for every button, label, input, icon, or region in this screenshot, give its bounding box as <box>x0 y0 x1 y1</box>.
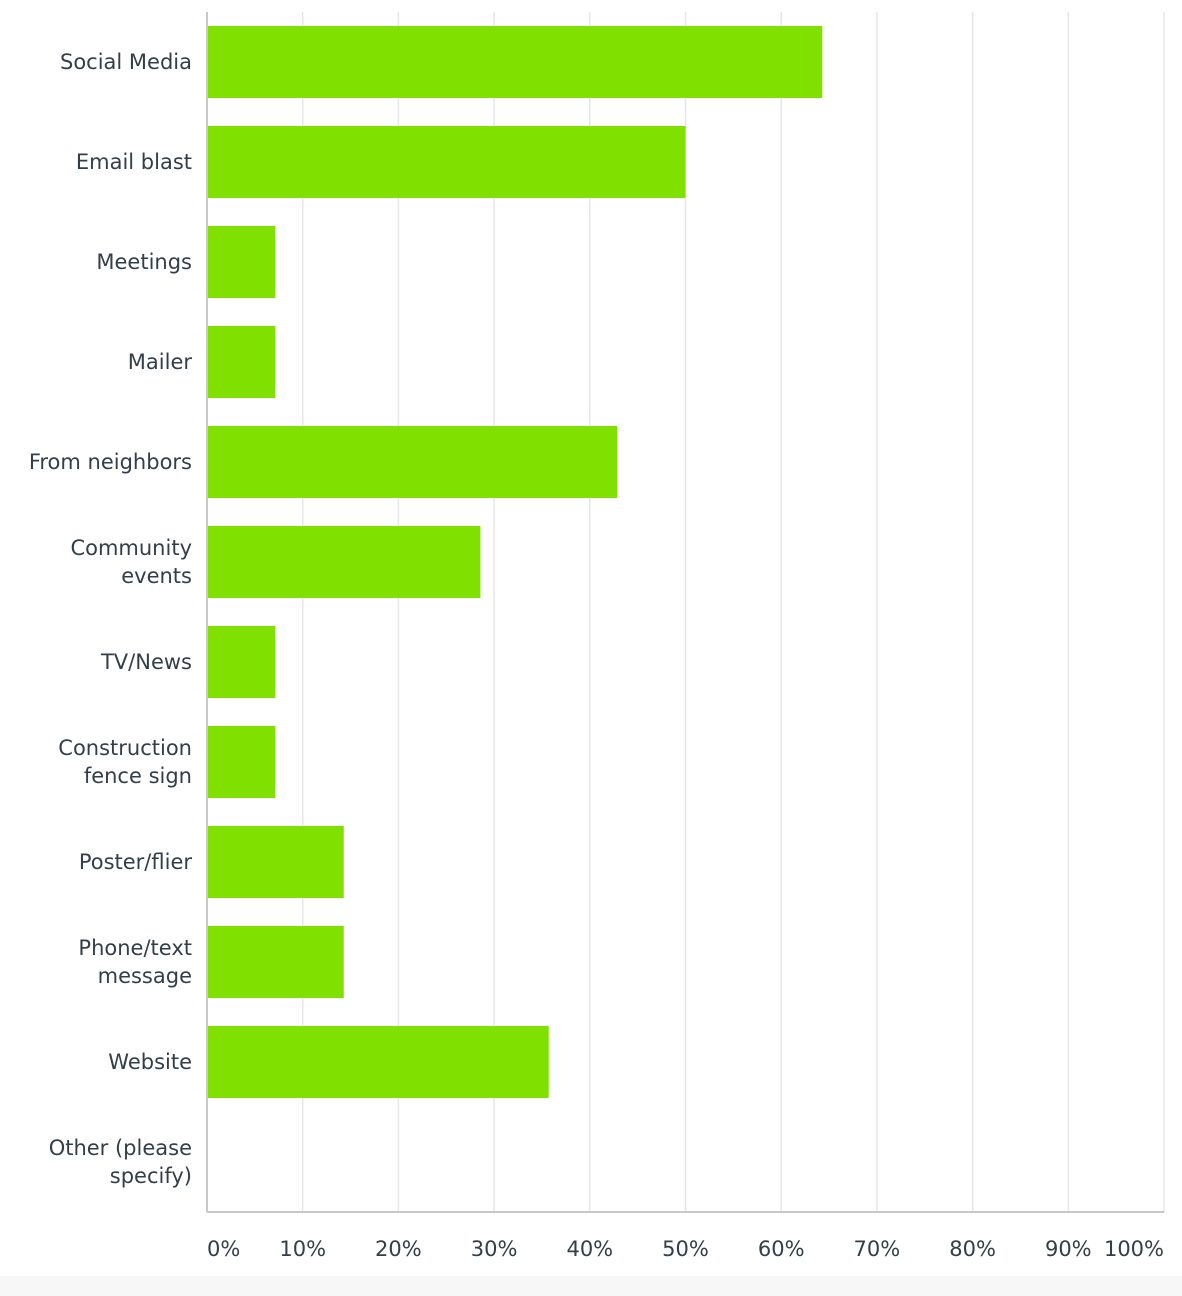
x-tick-label-10: 10% <box>279 1237 326 1261</box>
bar-3 <box>207 326 276 398</box>
category-label-0: Social Media <box>60 50 192 74</box>
category-label-9: Phone/text message <box>78 936 192 988</box>
bar-1 <box>207 126 686 198</box>
category-label-line: Community <box>70 536 192 560</box>
category-label-3: Mailer <box>128 350 193 374</box>
bar-7 <box>207 726 276 798</box>
category-label-6: TV/News <box>100 650 192 674</box>
category-label-line: Construction <box>58 736 192 760</box>
x-tick-labels: 0% 10% 20% 30% 40% 50% 60% 70% 80% 90% 100% <box>207 1237 1164 1261</box>
category-label-line: From neighbors <box>29 450 192 474</box>
category-label-11: Other (please specify) <box>49 1136 192 1188</box>
category-label-2: Meetings <box>96 250 192 274</box>
category-label-line: Meetings <box>96 250 192 274</box>
category-label-4: From neighbors <box>29 450 192 474</box>
category-labels: Social Media Email blast Meetings Mailer Fro… <box>29 50 193 1188</box>
bars <box>207 26 823 1098</box>
category-label-line: message <box>98 964 192 988</box>
category-label-line: Mailer <box>128 350 193 374</box>
category-label-line: fence sign <box>84 764 192 788</box>
grid-lines <box>301 12 1165 1212</box>
category-label-1: Email blast <box>76 150 192 174</box>
category-label-line: Social Media <box>60 50 192 74</box>
category-label-5: Community events <box>70 536 192 588</box>
category-label-line: Other (please <box>49 1136 192 1160</box>
x-tick-label-70: 70% <box>854 1237 901 1261</box>
bar-10 <box>207 1026 549 1098</box>
footer-strip <box>0 1276 1182 1296</box>
x-tick-label-100: 100% <box>1104 1237 1164 1261</box>
category-label-7: Construction fence sign <box>58 736 192 788</box>
bar-2 <box>207 226 276 298</box>
bar-5 <box>207 526 481 598</box>
category-label-line: Website <box>108 1050 192 1074</box>
axes <box>206 12 1164 1213</box>
category-label-line: events <box>121 564 192 588</box>
bar-4 <box>207 426 618 498</box>
category-label-line: specify) <box>110 1164 192 1188</box>
x-tick-label-50: 50% <box>662 1237 709 1261</box>
x-tick-label-0: 0% <box>207 1237 240 1261</box>
x-tick-label-90: 90% <box>1045 1237 1092 1261</box>
x-tick-label-30: 30% <box>471 1237 518 1261</box>
bar-8 <box>207 826 344 898</box>
x-tick-label-40: 40% <box>566 1237 613 1261</box>
bar-0 <box>207 26 823 98</box>
category-label-line: Email blast <box>76 150 192 174</box>
x-tick-label-80: 80% <box>949 1237 996 1261</box>
bar-9 <box>207 926 344 998</box>
category-label-8: Poster/flier <box>79 850 193 874</box>
bar-6 <box>207 626 276 698</box>
category-label-line: TV/News <box>100 650 192 674</box>
category-label-line: Phone/text <box>78 936 192 960</box>
category-label-10: Website <box>108 1050 192 1074</box>
category-label-line: Poster/flier <box>79 850 193 874</box>
x-tick-label-20: 20% <box>375 1237 422 1261</box>
x-tick-label-60: 60% <box>758 1237 805 1261</box>
